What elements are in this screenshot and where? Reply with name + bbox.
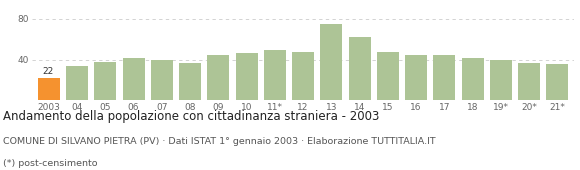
Bar (546, 64, 568, 100)
Bar (179, 63, 201, 100)
Bar (320, 24, 342, 100)
Bar (377, 52, 399, 100)
Text: (*) post-censimento: (*) post-censimento (3, 159, 97, 168)
Bar (264, 50, 286, 100)
Bar (462, 58, 484, 100)
Bar (66, 66, 88, 100)
Text: Andamento della popolazione con cittadinanza straniera - 2003: Andamento della popolazione con cittadin… (3, 110, 379, 123)
Bar (235, 53, 258, 100)
Bar (95, 62, 117, 100)
Text: COMUNE DI SILVANO PIETRA (PV) · Dati ISTAT 1° gennaio 2003 · Elaborazione TUTTIT: COMUNE DI SILVANO PIETRA (PV) · Dati IST… (3, 137, 436, 146)
Bar (349, 37, 371, 100)
Bar (207, 55, 229, 100)
Bar (433, 55, 455, 100)
Bar (405, 55, 427, 100)
Text: 22: 22 (43, 67, 54, 76)
Bar (292, 52, 314, 100)
Bar (518, 63, 540, 100)
Bar (122, 58, 144, 100)
Bar (151, 59, 173, 100)
Bar (38, 78, 60, 100)
Bar (490, 59, 512, 100)
